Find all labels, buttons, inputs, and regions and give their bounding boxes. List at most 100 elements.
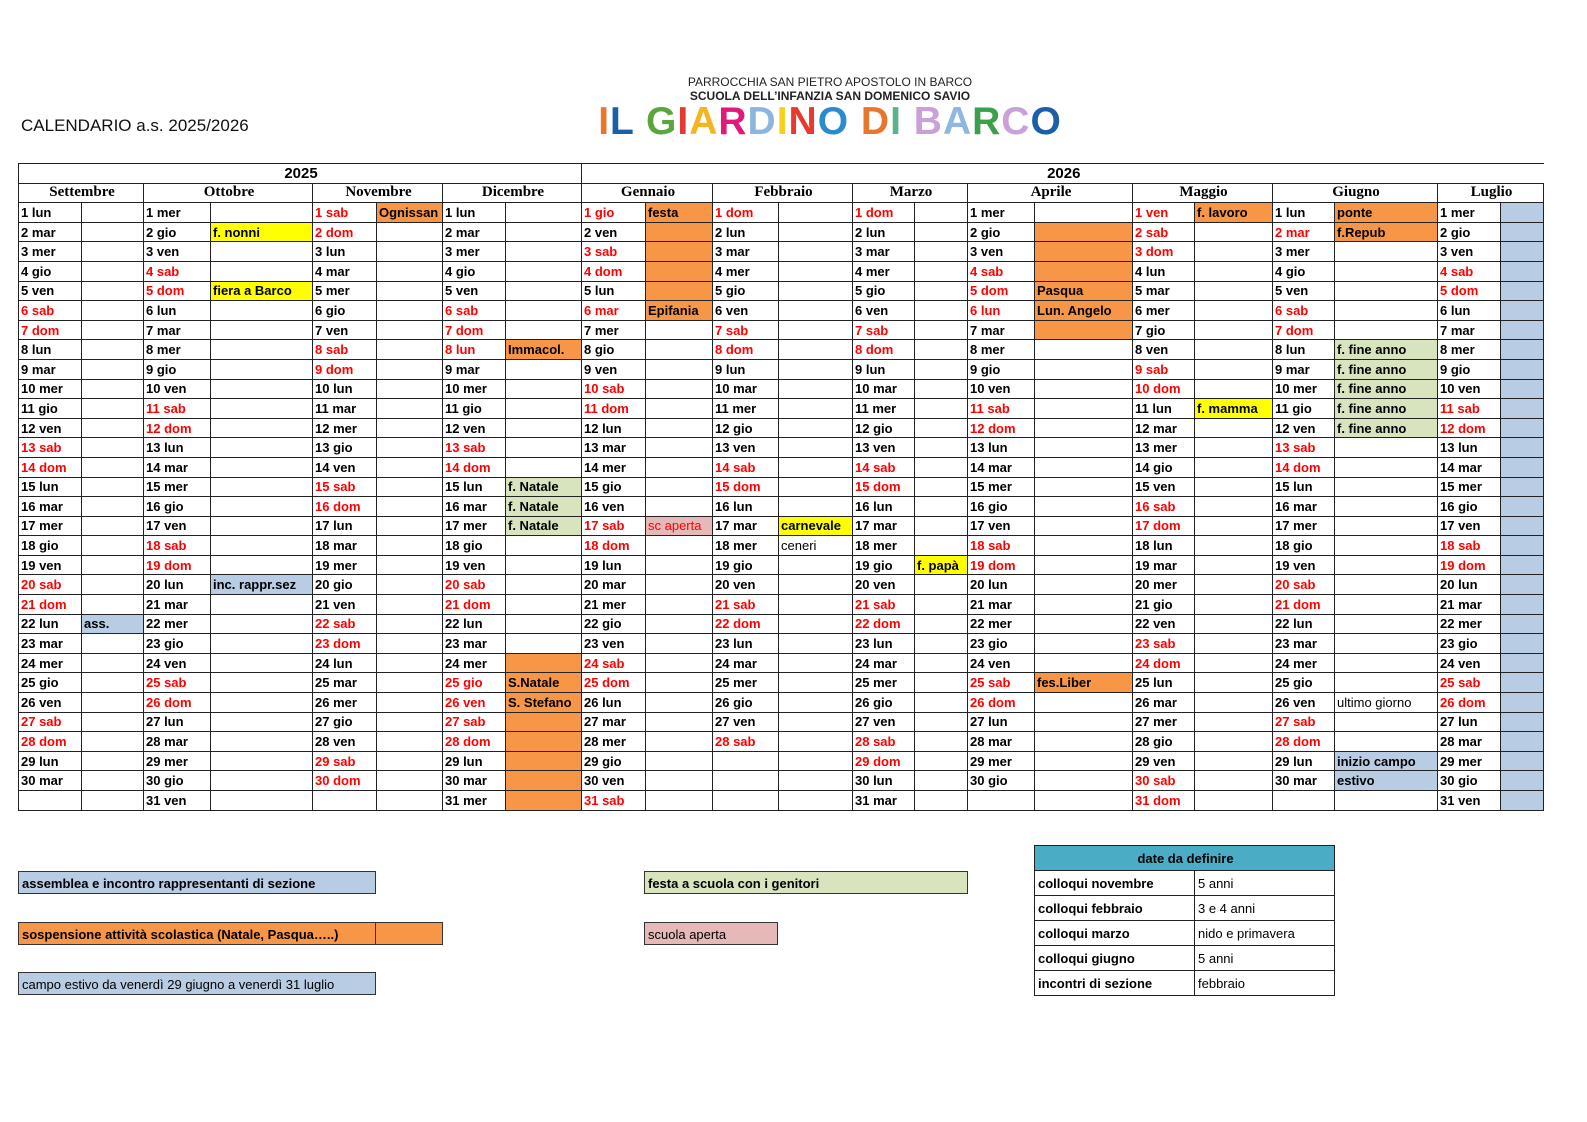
day-cell: 1 gio [581,202,646,223]
note-cell [505,456,582,478]
note-cell [81,750,144,772]
day-cell: 25 sab [967,672,1035,694]
day-cell: 9 mar [442,358,506,380]
day-row: 13 sab 13 lun 13 gio 13 sab 13 mar 13 ven 13 v… [18,437,1544,458]
note-cell [505,378,582,400]
note-cell [778,613,853,635]
note-cell [1194,417,1273,439]
day-cell: 7 mar [143,319,211,341]
year-row: 2025 2026 [18,163,1544,184]
note-cell [376,613,443,635]
note-cell [1334,672,1438,694]
note-cell: fiera a Barco [210,280,313,302]
note-cell [1334,319,1438,341]
day-cell: 22 mer [967,613,1035,635]
note-cell [376,633,443,654]
day-cell: 12 gio [852,417,915,439]
year-header: 2025 [18,163,582,184]
note-cell [645,554,713,576]
day-cell: 23 lun [852,633,915,654]
day-cell: 12 dom [967,417,1035,439]
note-cell [1034,574,1133,596]
note-cell: f. fine anno [1334,339,1438,360]
note-cell [81,358,144,380]
note-cell [914,750,968,772]
day-row: 9 mar 9 gio 9 dom 9 mar 9 ven 9 lun 9 lun 9 gio… [18,358,1544,380]
day-cell: 11 sab [1437,398,1501,419]
day-cell: 16 lun [852,496,915,517]
note-cell [645,613,713,635]
logo-letter: R [972,100,1002,143]
note-cell: estivo [1334,770,1438,791]
day-cell: 6 sab [442,300,506,321]
note-cell [778,711,853,733]
note-cell [505,300,582,321]
logo-letter: C [1001,100,1031,143]
note-cell [505,711,582,733]
day-cell: 26 dom [967,692,1035,713]
day-cell: 24 mer [442,652,506,674]
day-cell: 4 sab [1437,260,1501,282]
note-cell [1194,574,1273,596]
note-cell [376,358,443,380]
note-cell [1334,711,1438,733]
note-cell [1500,652,1544,674]
note-cell [645,711,713,733]
note-cell [1500,280,1544,302]
note-cell [914,535,968,556]
note-cell [1500,476,1544,498]
day-cell: 25 lun [1132,672,1195,694]
day-cell: 28 dom [442,731,506,752]
note-cell [81,496,144,517]
day-cell: 18 sab [1437,535,1501,556]
note-cell [1194,613,1273,635]
note-cell [645,496,713,517]
day-cell: 4 mer [712,260,779,282]
day-cell: 11 dom [581,398,646,419]
note-cell [1500,319,1544,341]
day-cell: 30 dom [312,770,377,791]
note-cell [1500,535,1544,556]
day-cell: 19 mer [312,554,377,576]
day-cell: 11 mer [712,398,779,419]
day-cell: 26 mer [312,692,377,713]
note-cell [81,574,144,596]
day-cell: 3 lun [312,241,377,262]
dates-label: colloqui marzo [1034,920,1195,946]
note-cell [81,221,144,243]
note-cell: f.Repub [1334,221,1438,243]
day-cell: 7 sab [712,319,779,341]
day-cell: 16 gio [1437,496,1501,517]
note-cell [505,437,582,458]
day-cell: 15 dom [712,476,779,498]
note-cell [778,594,853,615]
day-cell: 7 mar [1437,319,1501,341]
note-cell [778,790,853,811]
day-cell: 19 dom [1437,554,1501,576]
day-cell: 27 lun [967,711,1035,733]
note-cell [505,554,582,576]
day-cell: 22 ven [1132,613,1195,635]
day-row: 25 gio 25 sab 25 mar 25 gio S.Natale 25 dom 25… [18,672,1544,694]
note-cell [210,613,313,635]
note-cell [914,437,968,458]
note-cell [210,417,313,439]
note-cell: festa [645,202,713,223]
note-cell [376,574,443,596]
note-cell [1500,554,1544,576]
month-header-dicembre: Dicembre [442,182,582,204]
day-cell: 27 lun [1437,711,1501,733]
day-cell: 25 gio [18,672,82,694]
note-cell [1334,633,1438,654]
note-cell [376,496,443,517]
day-row: 18 gio 18 sab 18 mar 18 gio 18 dom 18 mer cene… [18,535,1544,556]
day-cell: 7 dom [18,319,82,341]
note-cell [1194,554,1273,576]
note-cell [81,319,144,341]
note-cell [1194,731,1273,752]
day-cell: 23 gio [1437,633,1501,654]
day-cell [712,790,779,811]
day-row: 4 gio 4 sab 4 mar 4 gio 4 dom 4 mer 4 mer 4 sab… [18,260,1544,282]
note-cell [778,770,853,791]
note-cell [778,672,853,694]
